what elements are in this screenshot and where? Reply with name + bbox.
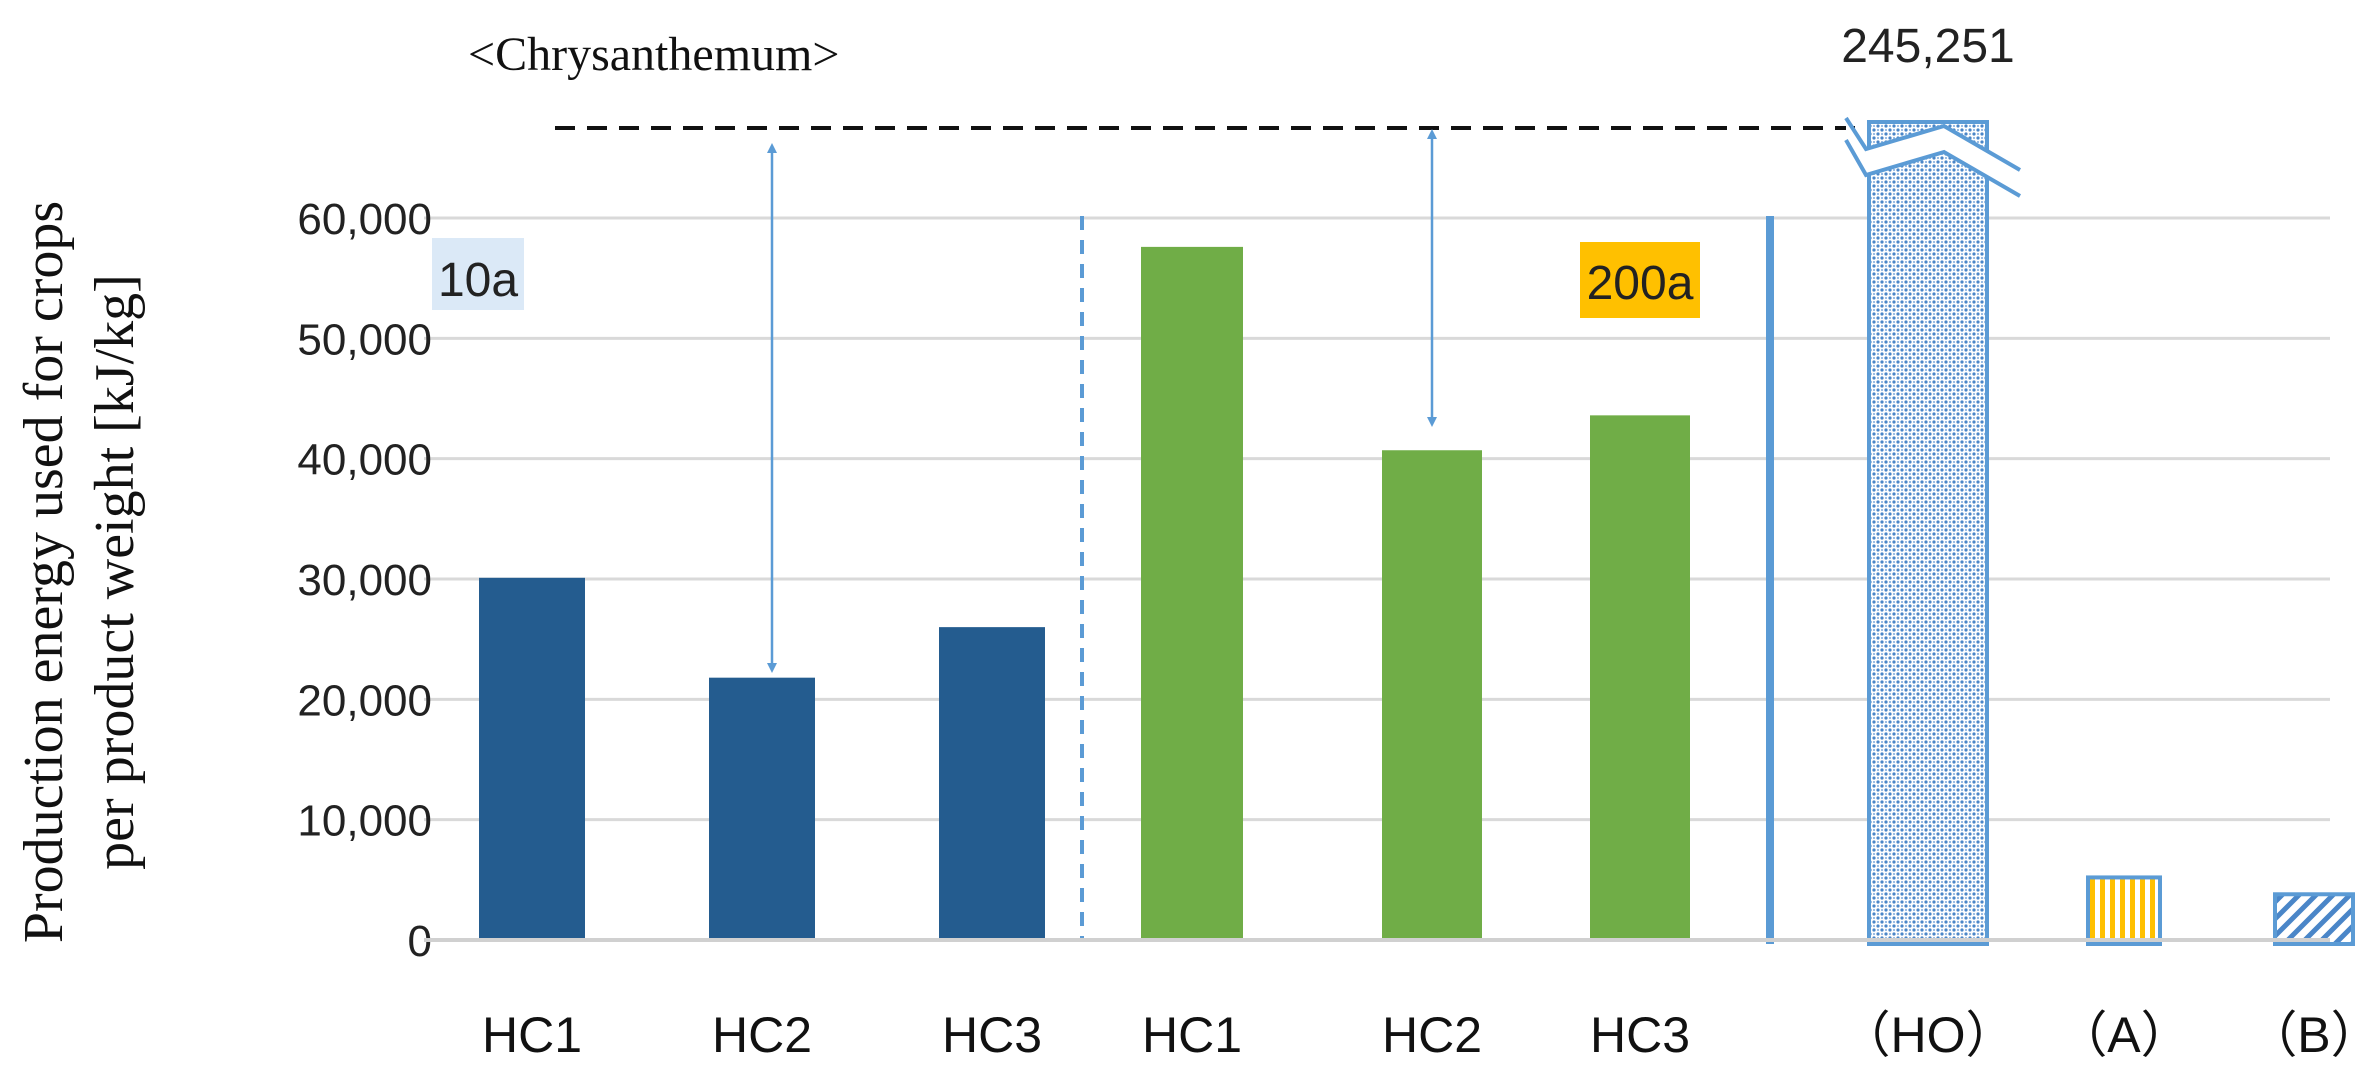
y-tick-label: 50,000 [297, 315, 432, 364]
group-label-10a: 10a [438, 254, 518, 307]
y-tick-label: 10,000 [297, 797, 432, 846]
chart-annotation-title: <Chrysanthemum> [468, 28, 839, 81]
y-tick-label: 30,000 [297, 556, 432, 605]
x-category-label: （B） [2247, 1007, 2373, 1063]
y-axis-label-line-2: per product weight [kJ/kg] [84, 274, 146, 870]
x-category-label: HC2 [712, 1007, 812, 1063]
bar-1 [479, 578, 585, 940]
y-axis-label-line-1: Production energy used for crops [13, 201, 75, 943]
x-category-labels: HC1 HC2 HC3 HC1 HC2 HC3 （HO） （A） （B） [482, 1007, 2373, 1063]
x-category-label: HC1 [1142, 1007, 1242, 1063]
x-category-label: HC1 [482, 1007, 582, 1063]
x-category-label: （A） [2057, 1007, 2190, 1063]
bar-3 [939, 627, 1045, 940]
bar-6 [1590, 415, 1690, 940]
y-tick-label: 40,000 [297, 436, 432, 485]
y-tick-label: 20,000 [297, 676, 432, 725]
bar-2 [709, 678, 815, 940]
bar-4 [1141, 247, 1243, 940]
y-tick-label: 60,000 [297, 195, 432, 244]
bar-8 [2088, 877, 2160, 944]
x-category-label: （HO） [1841, 1007, 2016, 1063]
x-category-label: HC3 [942, 1007, 1042, 1063]
broken-bar-value-label: 245,251 [1841, 20, 2015, 73]
x-category-label: HC2 [1382, 1007, 1482, 1063]
bar-9 [2275, 894, 2353, 944]
x-category-label: HC3 [1590, 1007, 1690, 1063]
bar-7 [1869, 122, 1987, 944]
y-axis-label: Production energy used for crops [13, 201, 75, 943]
bar-5 [1382, 450, 1482, 940]
group-label-200a: 200a [1587, 257, 1694, 310]
